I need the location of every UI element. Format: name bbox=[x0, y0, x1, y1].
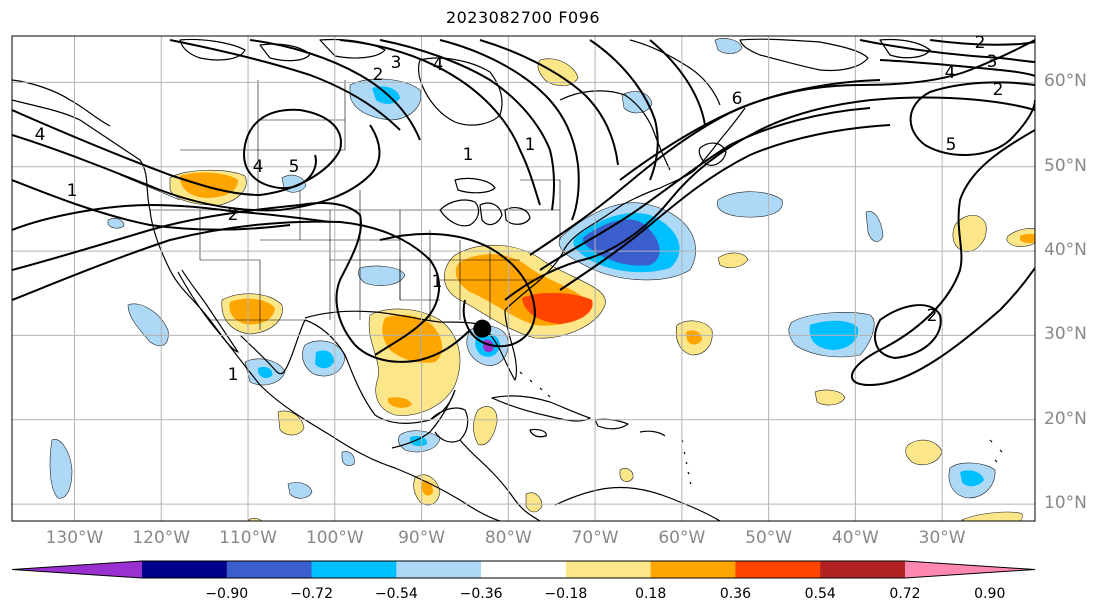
colorbar-tick-label: 0.90 bbox=[974, 586, 1006, 602]
contour-label: 4 bbox=[433, 55, 444, 75]
colorbar-tick-label: 0.36 bbox=[719, 586, 752, 602]
colorbar-swatch bbox=[142, 561, 228, 578]
colorbar-swatch bbox=[820, 561, 906, 578]
colorbar-extend-low bbox=[12, 561, 142, 578]
contour-lines bbox=[12, 39, 1035, 387]
contour-label: 4 bbox=[35, 125, 46, 145]
graticule bbox=[12, 36, 1035, 521]
contour-label: 1 bbox=[463, 145, 474, 165]
colorbar-tick-label: −0.18 bbox=[544, 586, 588, 602]
latitude-label: 30°N bbox=[1044, 324, 1087, 345]
contour-label: 2 bbox=[927, 306, 938, 326]
map-title: 2023082700 F096 bbox=[445, 8, 601, 27]
colorbar-swatch bbox=[226, 561, 313, 578]
colorbar-extend-high bbox=[905, 561, 1035, 578]
colorbar-tick-label: −0.90 bbox=[205, 586, 249, 602]
contour-label: 4 bbox=[253, 157, 264, 177]
longitude-label: 30°W bbox=[918, 528, 966, 548]
contour-label: 6 bbox=[732, 89, 743, 109]
contour-labels: 2 3 4 2 3 4 6 5 4 1 2 4 5 1 2 1 1 1 2 bbox=[35, 33, 1004, 385]
colorbar-swatch bbox=[396, 561, 482, 578]
longitude-label: 90°W bbox=[398, 528, 446, 548]
latitude-label: 20°N bbox=[1044, 408, 1087, 429]
longitude-label: 60°W bbox=[658, 528, 706, 548]
longitude-label: 100°W bbox=[305, 528, 364, 548]
political-borders bbox=[119, 80, 561, 330]
latitude-label: 40°N bbox=[1044, 240, 1087, 261]
longitude-label: 80°W bbox=[484, 528, 532, 548]
contour-label: 2 bbox=[228, 205, 239, 225]
contour-label: 2 bbox=[373, 65, 384, 85]
colorbar-tick-label: −0.54 bbox=[374, 586, 418, 602]
contour-label: 4 bbox=[945, 63, 956, 83]
longitude-label: 40°W bbox=[831, 528, 879, 548]
contour-label: 5 bbox=[946, 135, 957, 155]
contour-label: 1 bbox=[228, 365, 239, 385]
colorbar-swatch bbox=[650, 561, 736, 578]
colorbar-tick-label: −0.72 bbox=[290, 586, 333, 602]
latitude-label: 60°N bbox=[1044, 71, 1087, 92]
contour-label: 1 bbox=[432, 272, 443, 292]
longitude-label: 50°W bbox=[745, 528, 793, 548]
colorbar-tick-label: 0.72 bbox=[889, 586, 921, 602]
contour-label: 1 bbox=[67, 181, 78, 201]
contour-label: 2 bbox=[993, 80, 1004, 100]
latitude-label: 50°N bbox=[1044, 155, 1087, 176]
longitude-label: 120°W bbox=[132, 528, 191, 548]
contour-label: 1 bbox=[525, 135, 536, 155]
colorbar-tick-label: −0.36 bbox=[459, 586, 503, 602]
colorbar-swatch bbox=[735, 561, 821, 578]
longitude-label: 130°W bbox=[45, 528, 104, 548]
longitude-label: 70°W bbox=[571, 528, 619, 548]
colorbar-swatch bbox=[311, 561, 397, 578]
contour-label: 5 bbox=[289, 157, 300, 177]
latitude-label: 10°N bbox=[1044, 493, 1087, 514]
contour-label: 3 bbox=[391, 53, 402, 73]
longitude-label: 110°W bbox=[219, 528, 277, 548]
contour-label: 2 bbox=[975, 33, 986, 53]
colorbar-swatch bbox=[481, 561, 567, 578]
colorbar-tick-label: 0.54 bbox=[804, 586, 836, 602]
storm-center-marker bbox=[473, 319, 492, 338]
colorbar-tick-label: 0.18 bbox=[635, 586, 667, 602]
colorbar-swatch bbox=[565, 561, 652, 578]
contour-label: 3 bbox=[987, 52, 998, 72]
